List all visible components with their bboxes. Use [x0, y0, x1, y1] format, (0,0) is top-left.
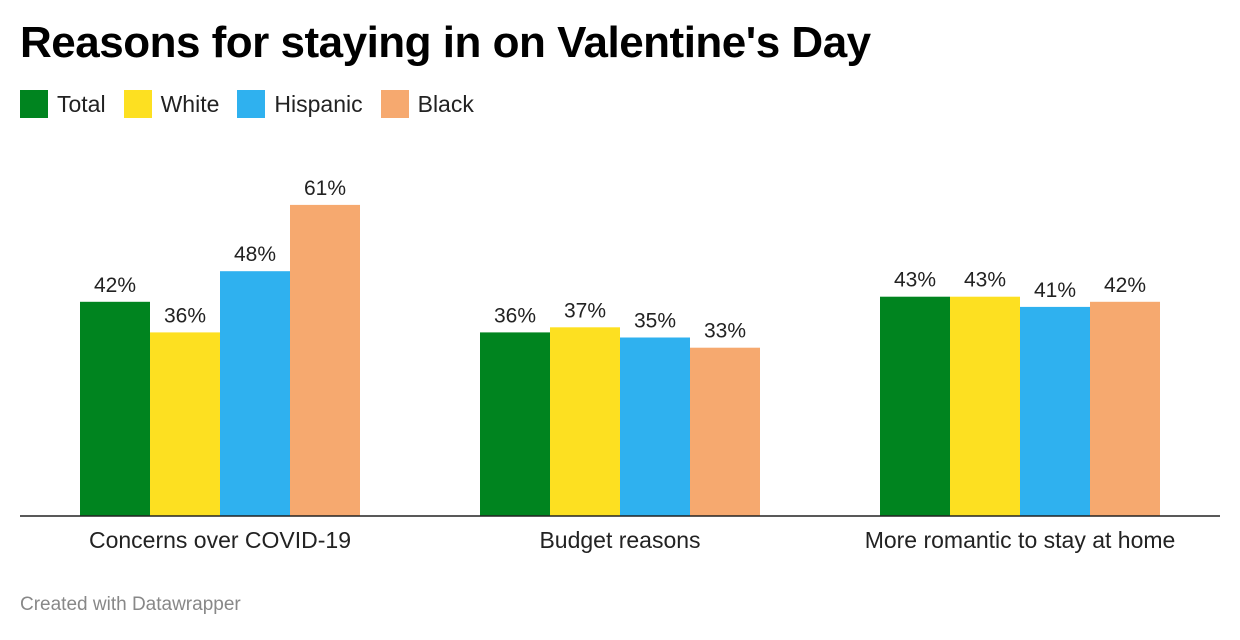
data-label-hispanic-2: 35% [634, 310, 676, 333]
bar-total-1 [80, 301, 150, 516]
data-label-hispanic-3: 41% [1034, 279, 1076, 302]
category-label-1: Concerns over COVID-19 [89, 527, 351, 553]
data-label-total-3: 43% [894, 269, 936, 292]
legend-swatch-white [123, 90, 152, 118]
bar-hispanic-3 [1020, 306, 1090, 516]
bar-black-3 [1090, 301, 1160, 516]
bar-hispanic-2 [620, 337, 690, 516]
data-label-white-1: 36% [164, 304, 206, 327]
bar-chart: 42% 36% 48% 61% Concerns over COVID-19 36% 37%… [20, 177, 1220, 553]
bar-white-2 [550, 327, 620, 516]
legend-item-hispanic: Hispanic [237, 90, 363, 118]
legend-swatch-black [380, 90, 409, 118]
legend-swatch-total [20, 90, 48, 118]
data-label-black-2: 33% [704, 320, 746, 343]
legend-label-black: Black [417, 90, 474, 117]
data-label-black-1: 61% [304, 177, 346, 200]
footer-credit: Created with Datawrapper [20, 594, 241, 615]
bar-black-2 [690, 347, 760, 516]
bar-black-1 [290, 204, 360, 516]
legend-label-hispanic: Hispanic [274, 90, 363, 117]
data-label-black-3: 42% [1104, 274, 1146, 297]
bar-total-2 [480, 332, 550, 516]
data-label-hispanic-1: 48% [234, 243, 276, 266]
data-label-white-3: 43% [964, 269, 1006, 292]
bar-total-3 [880, 296, 950, 516]
legend-swatch-hispanic [237, 90, 266, 118]
bar-white-3 [950, 296, 1020, 516]
legend-item-white: White [123, 90, 220, 118]
legend-label-total: Total [57, 90, 106, 117]
data-label-total-1: 42% [94, 274, 136, 297]
legend-item-black: Black [380, 90, 474, 118]
legend: Total White Hispanic Black [20, 90, 492, 118]
legend-label-white: White [160, 90, 220, 117]
data-label-white-2: 37% [564, 299, 606, 322]
category-label-3: More romantic to stay at home [865, 527, 1176, 553]
category-label-2: Budget reasons [539, 527, 700, 553]
chart-title: Reasons for staying in on Valentine's Da… [20, 18, 871, 67]
legend-item-total: Total [20, 90, 106, 118]
bar-hispanic-1 [220, 271, 290, 516]
data-label-total-2: 36% [494, 304, 536, 327]
bar-white-1 [150, 332, 220, 516]
